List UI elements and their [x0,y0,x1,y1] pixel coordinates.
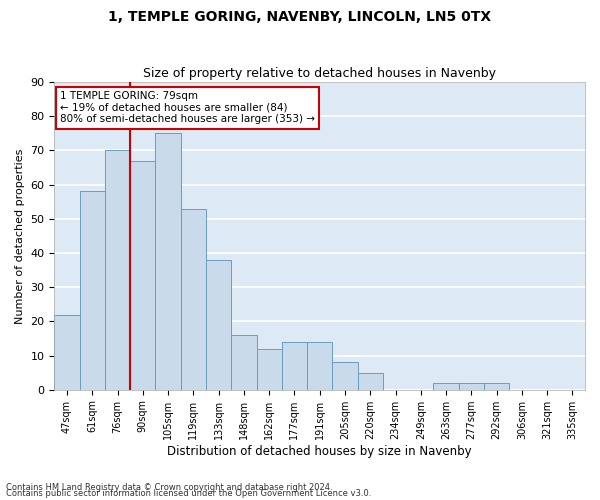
X-axis label: Distribution of detached houses by size in Navenby: Distribution of detached houses by size … [167,444,472,458]
Bar [130,160,155,390]
Bar [282,342,307,390]
Text: Contains HM Land Registry data © Crown copyright and database right 2024.: Contains HM Land Registry data © Crown c… [6,483,332,492]
Bar [105,150,130,390]
Title: Size of property relative to detached houses in Navenby: Size of property relative to detached ho… [143,66,496,80]
Bar [332,362,358,390]
Text: Contains public sector information licensed under the Open Government Licence v3: Contains public sector information licen… [6,489,371,498]
Bar [231,335,257,390]
Bar [307,342,332,390]
Bar [433,383,458,390]
Text: 1, TEMPLE GORING, NAVENBY, LINCOLN, LN5 0TX: 1, TEMPLE GORING, NAVENBY, LINCOLN, LN5 … [109,10,491,24]
Y-axis label: Number of detached properties: Number of detached properties [15,148,25,324]
Bar [155,134,181,390]
Bar [358,372,383,390]
Bar [484,383,509,390]
Bar [458,383,484,390]
Bar [181,208,206,390]
Bar [55,314,80,390]
Bar [257,348,282,390]
Bar [206,260,231,390]
Text: 1 TEMPLE GORING: 79sqm
← 19% of detached houses are smaller (84)
80% of semi-det: 1 TEMPLE GORING: 79sqm ← 19% of detached… [60,92,315,124]
Bar [80,192,105,390]
